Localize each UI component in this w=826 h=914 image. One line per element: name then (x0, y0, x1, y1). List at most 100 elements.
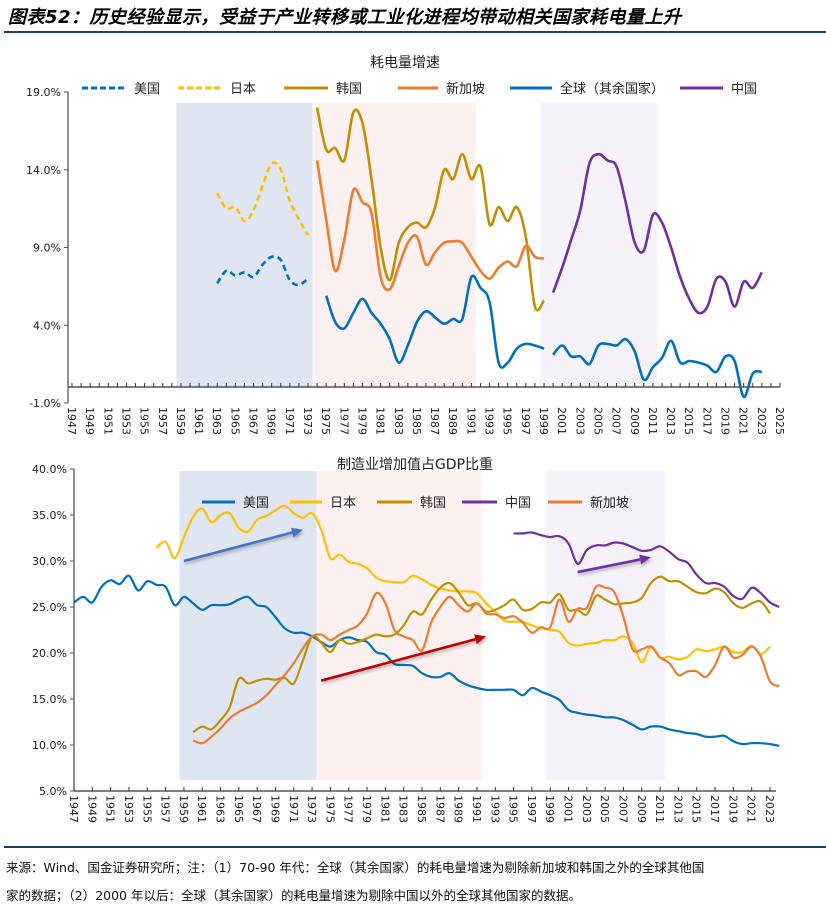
x-tick-label: 1953 (119, 407, 132, 435)
series-line-4 (192, 584, 780, 745)
x-tick-label: 1977 (337, 407, 350, 435)
x-tick-label: 1947 (67, 795, 80, 823)
x-tick-label: 1969 (265, 407, 278, 435)
figure-title: 图表52：历史经验显示，受益于产业转移或工业化进程均带动相关国家耗电量上升 (8, 7, 682, 28)
series-line-4 (324, 274, 545, 369)
x-tick-label: 1967 (247, 407, 260, 435)
y-tick-label: 20.0% (32, 647, 67, 660)
x-tick-label: 1989 (446, 407, 459, 435)
x-tick-label: 2021 (745, 795, 758, 823)
x-tick-label: 1997 (519, 407, 532, 435)
x-tick-label: 1979 (360, 795, 373, 823)
x-tick-label: 1957 (159, 795, 172, 823)
x-tick-label: 2001 (562, 795, 575, 823)
legend-label: 全球（其余国家） (560, 81, 664, 97)
x-tick-label: 2005 (591, 407, 604, 435)
electricity-growth-chart: 19.0% 14.0% 9.0% 4.0% -1.0% 1947 1949 1951 1953 1… (26, 55, 786, 435)
y-tick-label: 5.0% (39, 785, 67, 798)
trend-arrow (320, 634, 487, 682)
x-tick-label: 1959 (177, 795, 190, 823)
y-tick-label: 40.0% (32, 463, 67, 476)
series-line-3 (315, 160, 545, 292)
x-tick-label: 1951 (104, 795, 117, 823)
trend-arrow (577, 554, 651, 574)
x-tick-label: 1951 (101, 407, 114, 435)
x-tick-label: 1971 (287, 795, 300, 823)
x-tick-label: 1969 (268, 795, 281, 823)
x-tick-label: 1981 (374, 407, 387, 435)
x-tick-label: 1957 (156, 407, 169, 435)
footnote-divider (4, 846, 826, 848)
x-tick-label: 2003 (580, 795, 593, 823)
x-tick-label: 2023 (763, 795, 776, 823)
legend-label: 美国 (243, 496, 269, 511)
series-line-1 (216, 161, 310, 236)
x-tick-label: 1961 (195, 795, 208, 823)
x-tick-label: 1947 (65, 407, 78, 435)
legend-label: 中国 (505, 496, 531, 511)
x-tick-label: 1979 (355, 407, 368, 435)
x-tick-label: 2019 (719, 407, 732, 435)
x-tick-label: 1995 (507, 795, 520, 823)
x-tick-label: 1985 (410, 407, 423, 435)
series-line-0 (216, 255, 309, 287)
legend-label: 中国 (731, 82, 757, 97)
trend-arrow (183, 527, 303, 563)
x-tick-label: 1953 (122, 795, 135, 823)
x-tick-label: 2013 (671, 795, 684, 823)
highlight-period-2 (313, 103, 476, 387)
y-tick-label: -1.0% (29, 397, 61, 410)
x-tick-label: 2021 (737, 407, 750, 435)
y-tick-label: 25.0% (32, 601, 67, 614)
x-tick-label: 1997 (525, 795, 538, 823)
x-tick-label: 2015 (682, 407, 695, 435)
manufacturing-share-chart: 40.0%35.0%30.0%25.0%20.0%15.0%10.0%5.0%1… (32, 457, 780, 823)
x-tick-label: 1971 (283, 407, 296, 435)
x-tick-label: 1999 (537, 407, 550, 435)
x-tick-label: 1993 (483, 407, 496, 435)
x-tick-label: 1987 (433, 795, 446, 823)
x-tick-label: 2015 (690, 795, 703, 823)
x-tick-label: 1985 (415, 795, 428, 823)
x-tick-label: 2009 (635, 795, 648, 823)
x-tick-label: 1983 (397, 795, 410, 823)
x-tick-label: 1983 (392, 407, 405, 435)
x-tick-label: 1955 (140, 795, 153, 823)
x-tick-label: 2009 (628, 407, 641, 435)
x-tick-label: 1963 (214, 795, 227, 823)
legend-label: 美国 (134, 82, 160, 97)
highlight-period-2 (317, 471, 482, 780)
legend-label: 韩国 (336, 82, 362, 97)
series-line-2 (315, 107, 546, 312)
series-line-6 (551, 152, 763, 315)
legend-label: 新加坡 (446, 81, 485, 97)
y-tick-label: 15.0% (32, 693, 67, 706)
y-tick-label: 10.0% (32, 739, 67, 752)
footnote-line-2: 家的数据；（2）2000 年以后：全球（其余国家）的耗电量增速为剔除中国以外的全… (6, 888, 581, 903)
y-tick-label: 9.0% (33, 242, 61, 255)
x-tick-label: 1955 (138, 407, 151, 435)
x-tick-label: 1975 (323, 795, 336, 823)
y-tick-label: 35.0% (32, 509, 67, 522)
y-tick-label: 19.0% (26, 86, 61, 99)
x-tick-label: 2003 (573, 407, 586, 435)
series-line-1 (155, 504, 771, 664)
x-tick-label: 2019 (726, 795, 739, 823)
legend-label: 日本 (230, 82, 256, 97)
x-tick-label: 1991 (464, 407, 477, 435)
chart-title: 制造业增加值占GDP比重 (337, 457, 493, 473)
x-tick-label: 1949 (83, 407, 96, 435)
x-tick-label: 2025 (773, 407, 786, 435)
x-tick-label: 2007 (610, 407, 623, 435)
x-tick-label: 2007 (616, 795, 629, 823)
x-tick-label: 1995 (501, 407, 514, 435)
x-tick-label: 1999 (543, 795, 556, 823)
series-line-0 (73, 574, 780, 747)
x-tick-label: 1965 (232, 795, 245, 823)
highlight-period-1 (179, 471, 317, 780)
x-tick-label: 1975 (319, 407, 332, 435)
title-divider (4, 31, 826, 33)
x-tick-label: 2023 (755, 407, 768, 435)
x-tick-label: 1989 (452, 795, 465, 823)
